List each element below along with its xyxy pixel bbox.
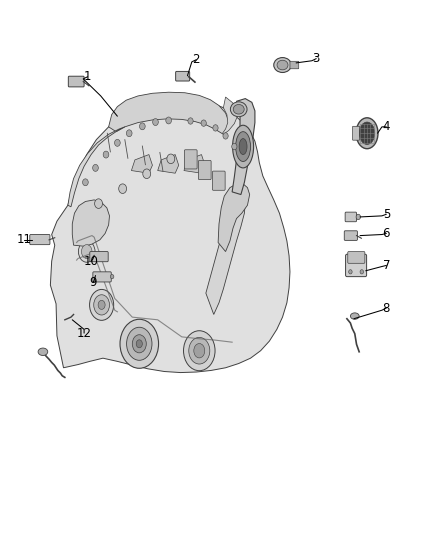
FancyBboxPatch shape [353, 126, 360, 140]
FancyBboxPatch shape [345, 212, 357, 222]
Text: 10: 10 [84, 255, 99, 268]
FancyBboxPatch shape [30, 235, 50, 245]
Ellipse shape [94, 295, 110, 315]
Ellipse shape [239, 139, 247, 155]
FancyBboxPatch shape [184, 150, 197, 169]
FancyBboxPatch shape [93, 272, 111, 282]
FancyBboxPatch shape [90, 252, 108, 262]
Polygon shape [158, 155, 179, 173]
Text: 1: 1 [84, 70, 92, 83]
Ellipse shape [360, 270, 364, 274]
Polygon shape [50, 100, 290, 373]
Text: 3: 3 [313, 52, 320, 65]
FancyBboxPatch shape [176, 71, 190, 81]
Polygon shape [109, 92, 229, 134]
Text: 7: 7 [382, 259, 390, 272]
Ellipse shape [188, 118, 193, 124]
FancyBboxPatch shape [68, 76, 84, 87]
Ellipse shape [201, 120, 206, 126]
Ellipse shape [95, 199, 102, 208]
Ellipse shape [115, 140, 120, 147]
Ellipse shape [38, 348, 48, 356]
Ellipse shape [232, 143, 237, 150]
Ellipse shape [103, 151, 109, 158]
Ellipse shape [230, 102, 247, 117]
Ellipse shape [236, 132, 251, 161]
FancyBboxPatch shape [212, 171, 225, 190]
Ellipse shape [119, 184, 127, 193]
Ellipse shape [143, 169, 151, 179]
FancyBboxPatch shape [344, 231, 357, 240]
FancyBboxPatch shape [348, 252, 365, 263]
FancyBboxPatch shape [346, 254, 367, 277]
Ellipse shape [189, 337, 210, 364]
Ellipse shape [194, 343, 205, 358]
Text: 12: 12 [77, 327, 92, 340]
Ellipse shape [126, 130, 132, 136]
Text: 4: 4 [382, 120, 390, 133]
Polygon shape [68, 127, 125, 207]
Ellipse shape [82, 179, 88, 186]
Ellipse shape [277, 60, 288, 70]
Ellipse shape [350, 313, 359, 319]
Text: 9: 9 [89, 276, 97, 289]
Ellipse shape [89, 289, 114, 320]
Ellipse shape [359, 122, 374, 144]
Ellipse shape [98, 301, 105, 309]
Polygon shape [232, 99, 255, 195]
Ellipse shape [78, 241, 95, 262]
Ellipse shape [213, 125, 218, 131]
Ellipse shape [274, 58, 291, 72]
Ellipse shape [167, 154, 175, 164]
Ellipse shape [120, 319, 159, 368]
Ellipse shape [233, 104, 244, 114]
Polygon shape [184, 155, 205, 173]
Ellipse shape [81, 245, 92, 259]
FancyBboxPatch shape [290, 61, 299, 69]
Polygon shape [131, 155, 152, 173]
Ellipse shape [223, 133, 228, 139]
Polygon shape [206, 193, 245, 314]
Polygon shape [218, 184, 250, 252]
Polygon shape [72, 200, 110, 246]
Polygon shape [223, 97, 237, 134]
Ellipse shape [132, 335, 146, 353]
Text: 6: 6 [382, 227, 390, 240]
Text: 8: 8 [383, 302, 390, 314]
Ellipse shape [93, 164, 98, 172]
Ellipse shape [136, 340, 142, 348]
Ellipse shape [184, 330, 215, 371]
Ellipse shape [139, 123, 145, 130]
Ellipse shape [166, 117, 172, 124]
Text: 2: 2 [192, 53, 200, 66]
Ellipse shape [356, 214, 360, 220]
Ellipse shape [110, 274, 114, 279]
FancyBboxPatch shape [198, 160, 211, 180]
Ellipse shape [349, 270, 352, 274]
Ellipse shape [127, 327, 152, 360]
Text: 11: 11 [17, 233, 32, 246]
Ellipse shape [233, 125, 254, 168]
Ellipse shape [356, 118, 378, 149]
Text: 5: 5 [383, 208, 390, 221]
Ellipse shape [152, 119, 158, 126]
